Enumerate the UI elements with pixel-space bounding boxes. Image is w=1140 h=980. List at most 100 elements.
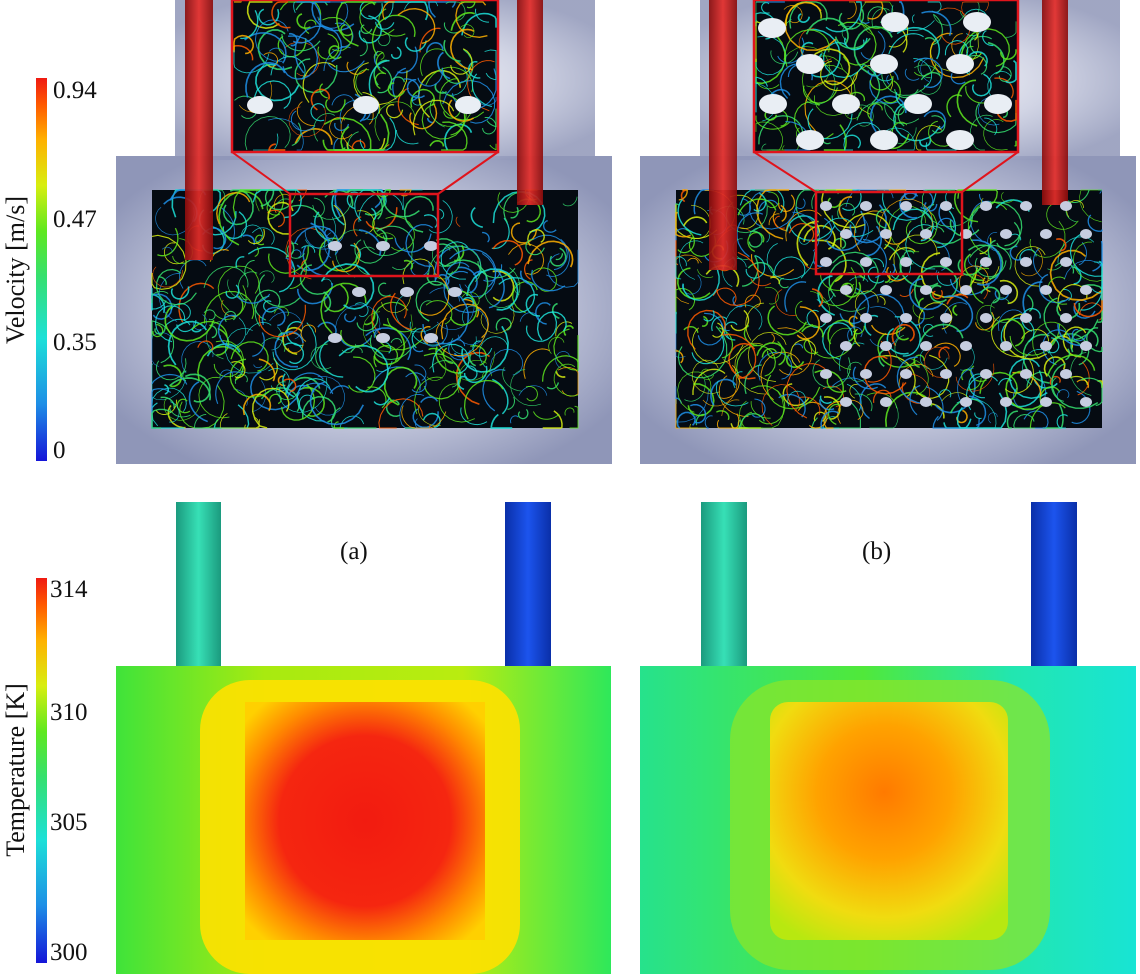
streamline — [932, 290, 943, 300]
streamline — [680, 189, 686, 203]
streamline — [530, 267, 557, 292]
temperature-tick-min: 300 — [50, 939, 88, 966]
streamline — [261, 337, 286, 352]
streamline — [1029, 220, 1066, 258]
streamline — [936, 271, 960, 286]
streamline — [151, 234, 187, 290]
streamline — [1073, 289, 1103, 318]
obstacle — [1060, 257, 1072, 267]
streamline — [852, 325, 865, 335]
streamline — [420, 396, 439, 404]
streamline — [455, 351, 491, 406]
streamline — [197, 340, 214, 351]
streamline — [245, 61, 286, 98]
streamline — [904, 68, 920, 81]
streamline — [470, 344, 487, 366]
obstacle — [900, 313, 912, 323]
obstacle — [1040, 397, 1052, 407]
streamline — [864, 1, 884, 20]
streamline — [767, 305, 808, 336]
streamline — [403, 259, 414, 270]
streamline — [240, 10, 259, 40]
streamline — [721, 399, 740, 417]
obstacle — [980, 257, 992, 267]
streamline — [896, 26, 941, 60]
streamline — [369, 335, 415, 361]
streamline — [968, 373, 985, 399]
streamline — [351, 140, 366, 151]
streamline — [423, 214, 438, 228]
streamline — [404, 37, 427, 52]
streamline — [1001, 192, 1015, 203]
streamline — [888, 33, 924, 55]
streamline — [151, 408, 172, 429]
obstacle — [1060, 369, 1072, 379]
obstacle — [1040, 285, 1052, 295]
streamline — [732, 296, 743, 308]
streamline — [1014, 140, 1017, 147]
streamline — [215, 371, 243, 404]
streamline — [216, 192, 251, 225]
streamline — [394, 294, 439, 333]
obstacle — [940, 313, 952, 323]
streamline — [937, 210, 957, 248]
streamline — [457, 266, 478, 294]
streamline — [823, 41, 864, 79]
inset-obstacle-b — [881, 12, 909, 32]
streamline — [1005, 59, 1017, 84]
streamline — [683, 325, 699, 333]
streamline — [749, 190, 797, 230]
streamline — [849, 276, 869, 282]
streamline — [390, 46, 402, 60]
streamline — [998, 378, 1012, 386]
streamline — [755, 35, 787, 76]
streamline — [299, 264, 333, 295]
streamline — [766, 243, 816, 281]
streamline — [826, 210, 866, 251]
streamline — [548, 336, 565, 354]
streamline — [1091, 261, 1103, 294]
streamline — [767, 341, 783, 359]
streamline — [310, 346, 332, 370]
streamline — [805, 17, 849, 45]
streamline — [764, 286, 779, 305]
streamline — [461, 296, 475, 306]
streamline — [363, 240, 405, 256]
streamline — [254, 295, 270, 327]
streamline — [471, 73, 493, 108]
streamline — [803, 338, 819, 354]
streamline — [517, 408, 529, 420]
streamline — [784, 120, 812, 151]
streamline — [291, 122, 302, 146]
streamline — [411, 95, 422, 106]
streamline — [434, 83, 448, 94]
streamline — [784, 1, 837, 51]
streamline — [983, 119, 1008, 151]
streamline — [350, 346, 363, 354]
streamline — [450, 48, 473, 75]
streamline — [923, 110, 947, 130]
streamline — [675, 211, 691, 238]
streamline — [418, 404, 441, 427]
streamline — [403, 1, 439, 10]
streamline — [888, 206, 926, 253]
streamline — [732, 371, 743, 389]
streamline — [1033, 247, 1044, 279]
streamline — [390, 338, 402, 344]
streamline — [899, 288, 914, 297]
inset-obstacle-b — [758, 18, 786, 38]
streamline — [678, 240, 704, 280]
streamline — [852, 366, 878, 390]
streamline — [936, 217, 955, 229]
streamline — [158, 273, 181, 322]
streamline — [440, 303, 490, 340]
streamline — [1056, 414, 1068, 429]
obstacle — [980, 313, 992, 323]
streamline — [382, 189, 420, 218]
streamline — [269, 47, 285, 60]
streamline — [204, 290, 255, 324]
streamline — [745, 302, 765, 341]
streamline — [924, 346, 950, 378]
streamline — [519, 270, 534, 286]
